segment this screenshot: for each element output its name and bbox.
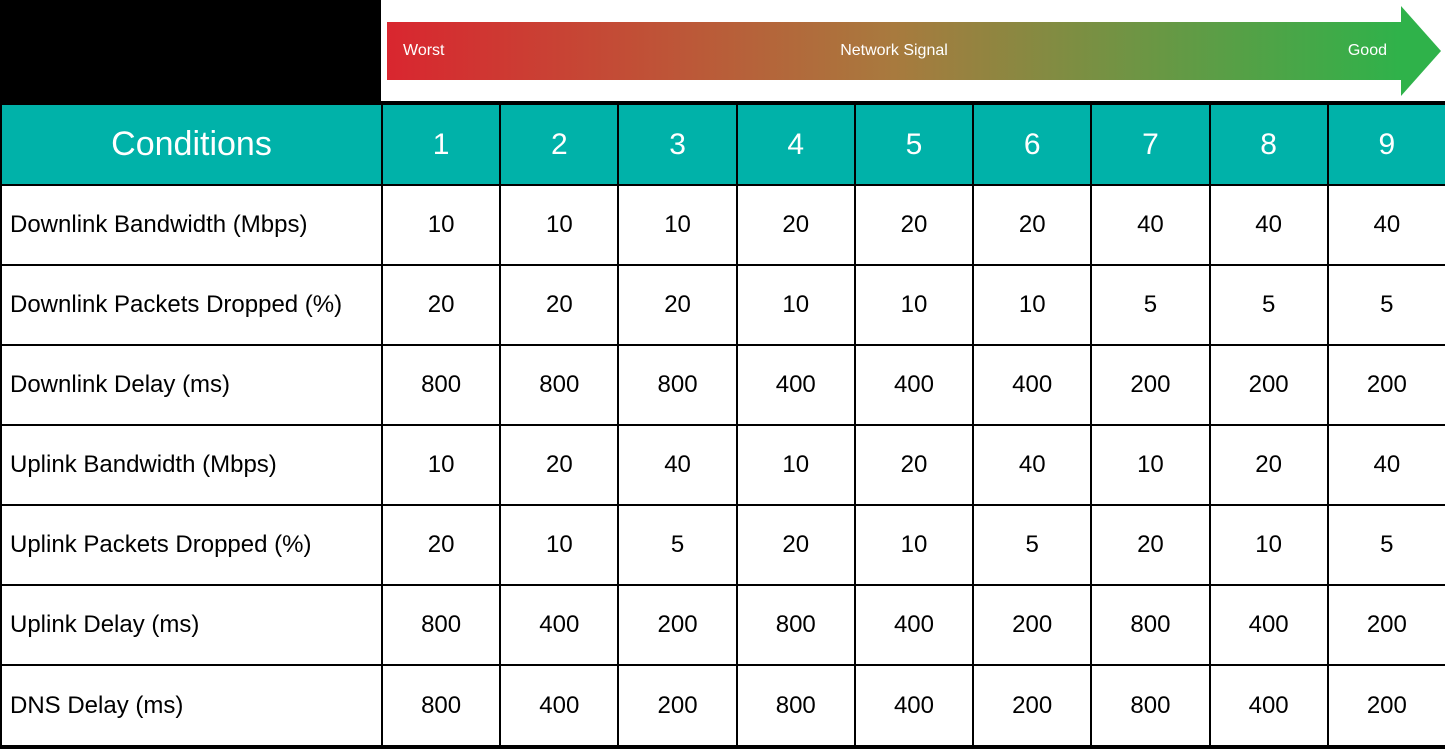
cell: 10: [737, 425, 855, 505]
header-col-6: 6: [973, 105, 1091, 185]
cell: 40: [1210, 185, 1328, 265]
cell: 800: [737, 585, 855, 665]
header-row: Conditions 123456789: [1, 105, 1445, 185]
cell: 400: [973, 345, 1091, 425]
row-label: Downlink Delay (ms): [1, 345, 382, 425]
cell: 400: [855, 665, 973, 745]
cell: 200: [1328, 665, 1445, 745]
cell: 20: [1091, 505, 1209, 585]
table-row: Downlink Delay (ms)800800800400400400200…: [1, 345, 1445, 425]
cell: 40: [973, 425, 1091, 505]
row-label: Downlink Packets Dropped (%): [1, 265, 382, 345]
conditions-table-wrap: Conditions 123456789 Downlink Bandwidth …: [0, 101, 1445, 749]
cell: 200: [1210, 345, 1328, 425]
table-row: Downlink Packets Dropped (%)202020101010…: [1, 265, 1445, 345]
cell: 10: [500, 185, 618, 265]
header-col-2: 2: [500, 105, 618, 185]
signal-label-worst: Worst: [403, 42, 444, 60]
header-col-4: 4: [737, 105, 855, 185]
table-row: Uplink Packets Dropped (%)20105201052010…: [1, 505, 1445, 585]
cell: 40: [1328, 185, 1445, 265]
row-label: DNS Delay (ms): [1, 665, 382, 745]
cell: 40: [1328, 425, 1445, 505]
cell: 20: [737, 185, 855, 265]
cell: 10: [737, 265, 855, 345]
cell: 5: [973, 505, 1091, 585]
cell: 800: [737, 665, 855, 745]
table-body: Downlink Bandwidth (Mbps)101010202020404…: [1, 185, 1445, 745]
cell: 10: [1091, 425, 1209, 505]
cell: 400: [500, 585, 618, 665]
cell: 5: [1328, 505, 1445, 585]
table-row: Uplink Delay (ms)80040020080040020080040…: [1, 585, 1445, 665]
cell: 10: [382, 425, 500, 505]
cell: 800: [382, 345, 500, 425]
cell: 200: [1328, 345, 1445, 425]
legend-row: Worst Network Signal Good: [0, 0, 1445, 101]
row-label: Uplink Bandwidth (Mbps): [1, 425, 382, 505]
table-row: DNS Delay (ms)80040020080040020080040020…: [1, 665, 1445, 745]
cell: 400: [737, 345, 855, 425]
cell: 200: [618, 585, 736, 665]
cell: 10: [1210, 505, 1328, 585]
legend-black-cell: [0, 0, 381, 101]
cell: 200: [1091, 345, 1209, 425]
header-col-3: 3: [618, 105, 736, 185]
header-col-1: 1: [382, 105, 500, 185]
arrow-head-icon: [1401, 6, 1441, 96]
cell: 20: [1210, 425, 1328, 505]
cell: 20: [382, 265, 500, 345]
cell: 200: [618, 665, 736, 745]
cell: 20: [500, 265, 618, 345]
cell: 400: [855, 585, 973, 665]
cell: 800: [500, 345, 618, 425]
header-col-5: 5: [855, 105, 973, 185]
cell: 10: [382, 185, 500, 265]
cell: 20: [382, 505, 500, 585]
cell: 800: [382, 585, 500, 665]
header-col-7: 7: [1091, 105, 1209, 185]
cell: 5: [1091, 265, 1209, 345]
cell: 200: [973, 665, 1091, 745]
header-col-9: 9: [1328, 105, 1445, 185]
cell: 10: [855, 265, 973, 345]
table-row: Uplink Bandwidth (Mbps)10204010204010204…: [1, 425, 1445, 505]
cell: 20: [500, 425, 618, 505]
header-conditions: Conditions: [1, 105, 382, 185]
table-row: Downlink Bandwidth (Mbps)101010202020404…: [1, 185, 1445, 265]
cell: 5: [1328, 265, 1445, 345]
cell: 40: [1091, 185, 1209, 265]
cell: 10: [618, 185, 736, 265]
cell: 10: [973, 265, 1091, 345]
cell: 20: [855, 185, 973, 265]
cell: 400: [855, 345, 973, 425]
cell: 800: [382, 665, 500, 745]
signal-gradient-bar: Worst Network Signal Good: [387, 22, 1401, 80]
cell: 400: [500, 665, 618, 745]
header-col-8: 8: [1210, 105, 1328, 185]
conditions-table: Conditions 123456789 Downlink Bandwidth …: [0, 105, 1445, 745]
cell: 800: [1091, 585, 1209, 665]
cell: 20: [737, 505, 855, 585]
cell: 400: [1210, 585, 1328, 665]
row-label: Uplink Packets Dropped (%): [1, 505, 382, 585]
cell: 5: [1210, 265, 1328, 345]
cell: 5: [618, 505, 736, 585]
cell: 20: [855, 425, 973, 505]
cell: 200: [973, 585, 1091, 665]
cell: 200: [1328, 585, 1445, 665]
signal-label-mid: Network Signal: [840, 42, 948, 60]
cell: 10: [855, 505, 973, 585]
cell: 400: [1210, 665, 1328, 745]
row-label: Downlink Bandwidth (Mbps): [1, 185, 382, 265]
cell: 20: [618, 265, 736, 345]
row-label: Uplink Delay (ms): [1, 585, 382, 665]
signal-label-good: Good: [1348, 42, 1387, 60]
cell: 20: [973, 185, 1091, 265]
cell: 10: [500, 505, 618, 585]
signal-arrow: Worst Network Signal Good: [381, 0, 1445, 101]
cell: 800: [1091, 665, 1209, 745]
cell: 40: [618, 425, 736, 505]
cell: 800: [618, 345, 736, 425]
